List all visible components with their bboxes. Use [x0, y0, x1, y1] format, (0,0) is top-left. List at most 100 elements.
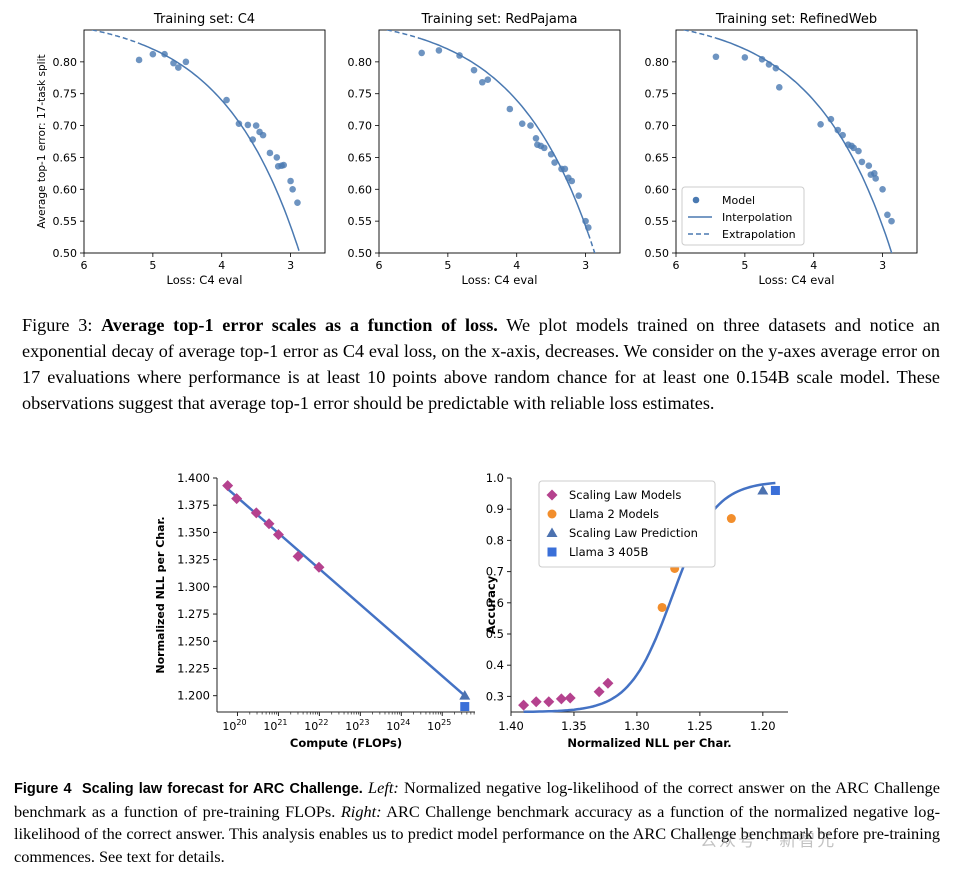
model-point [575, 192, 582, 199]
legend-label-triangle: Scaling Law Prediction [569, 526, 698, 540]
model-point [280, 161, 287, 169]
model-point [182, 58, 190, 66]
y-tick-label: 1.300 [177, 580, 210, 594]
x-tick-label: 5 [444, 259, 451, 272]
x-tick-label: 1022 [304, 718, 328, 733]
y-tick-label: 0.65 [645, 151, 670, 164]
x-tick-label: 1.35 [561, 719, 587, 733]
marker-scaling-law-prediction [757, 484, 769, 495]
model-point [850, 144, 857, 152]
y-tick-label: 0.60 [53, 183, 78, 196]
model-point [871, 170, 878, 177]
fit-line [226, 487, 466, 697]
legend-label-interpolation: Interpolation [722, 211, 792, 224]
marker-llama-3-405b [770, 485, 780, 495]
model-point [244, 121, 252, 129]
legend-marker-square [547, 547, 557, 557]
plot-frame [675, 29, 918, 254]
y-tick-label: 1.200 [177, 689, 210, 703]
model-point [170, 59, 177, 67]
x-tick-label: 1.20 [750, 719, 776, 733]
y-tick-label: 0.80 [53, 56, 78, 69]
model-point [252, 122, 260, 129]
interpolation-line [421, 38, 590, 235]
y-tick-label: 1.275 [177, 607, 210, 621]
model-point [884, 211, 891, 219]
plot-frame [83, 29, 326, 254]
x-tick-label: 4 [810, 259, 817, 272]
model-point [561, 165, 569, 173]
figure-4-caption-label: Figure 4 [14, 781, 72, 797]
model-point [775, 84, 783, 91]
y-tick-label: 0.75 [53, 88, 78, 101]
model-point [287, 177, 294, 185]
model-point [540, 144, 548, 152]
y-tick-label: 0.55 [53, 215, 78, 228]
fig4-left-panel: 1.200 1.225 1.250 1.275 1.300 1.325 1.350 1.375… [154, 471, 475, 750]
x-tick-label: 1025 [427, 718, 451, 733]
y-axis-label: Normalized NLL per Char. [154, 516, 167, 673]
marker-scaling-law-models [555, 693, 567, 705]
marker-scaling-law-models [292, 550, 304, 562]
x-tick-label: 6 [376, 259, 383, 272]
figure-4-caption-left-label: Left: [368, 778, 399, 797]
x-tick-label: 1024 [386, 718, 410, 733]
marker-scaling-law-prediction [459, 690, 471, 700]
y-tick-label: 0.80 [348, 56, 373, 69]
marker-llama-2-models [726, 514, 736, 524]
model-point [478, 78, 486, 86]
watermark: 公众号 · 新智元 [700, 831, 837, 851]
extrapolation-line [383, 30, 422, 40]
marker-scaling-law-models [231, 493, 243, 505]
y-tick-label: 0.50 [645, 247, 670, 260]
plot-frame [378, 29, 621, 254]
model-point [872, 175, 879, 182]
y-tick-label: 0.60 [645, 183, 670, 196]
marker-scaling-law-models [313, 561, 325, 573]
marker-llama-2-models [657, 602, 667, 612]
chart-title: Training set: RefinedWeb [715, 12, 877, 27]
y-tick-label: 0.55 [645, 215, 670, 228]
y-tick-label: 0.3 [486, 689, 504, 703]
model-point [149, 50, 157, 58]
model-point [175, 64, 182, 71]
model-point [888, 217, 895, 225]
marker-scaling-law-models [222, 480, 234, 492]
model-point [266, 149, 274, 157]
figure-3-caption: Figure 3: Average top-1 error scales as … [22, 312, 940, 416]
x-tick-label: 1.30 [624, 719, 650, 733]
extrapolation-line [587, 233, 596, 253]
model-point [765, 61, 773, 68]
y-tick-label: 0.50 [348, 247, 373, 260]
model-point [456, 52, 463, 59]
legend-label-circle: Llama 2 Models [569, 507, 659, 521]
model-point [855, 147, 862, 155]
y-tick-label: 0.4 [486, 658, 504, 672]
model-point [858, 158, 866, 166]
fig3-panel-2: Training set: RedPajama Loss: C4 eval 6 5 4 3… [348, 12, 621, 287]
y-tick-label: 0.60 [348, 183, 373, 196]
x-axis-label: Normalized NLL per Char. [567, 736, 731, 750]
model-point [532, 135, 540, 142]
sigmoid-fit-curve [523, 481, 776, 714]
legend-label-model: Model [722, 194, 755, 207]
legend-box [681, 186, 805, 246]
x-tick-exponent: 20 [236, 718, 246, 727]
x-tick-label: 1.40 [498, 719, 524, 733]
model-point [551, 159, 558, 166]
y-tick-label: 0.70 [348, 120, 373, 133]
marker-scaling-law-models [250, 507, 262, 519]
model-point [834, 126, 842, 134]
y-tick-label: 0.6 [486, 596, 504, 610]
x-tick-label: 1023 [345, 718, 369, 733]
y-tick-label: 0.75 [645, 88, 670, 101]
extrapolation-line [88, 30, 140, 45]
y-tick-label: 1.375 [177, 498, 210, 512]
y-tick-label: 1.400 [177, 471, 210, 485]
marker-scaling-law-models [263, 518, 275, 530]
marker-scaling-law-models [530, 696, 542, 708]
legend-label-diamond: Scaling Law Models [569, 488, 681, 502]
chart-title: Training set: C4 [153, 12, 255, 27]
model-point [568, 177, 576, 185]
x-tick-label: 3 [879, 259, 886, 272]
